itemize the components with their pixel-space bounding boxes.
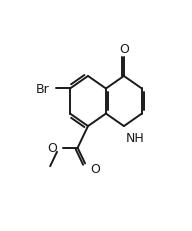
Text: Br: Br <box>36 83 50 96</box>
Text: O: O <box>90 162 100 175</box>
Text: O: O <box>47 142 57 155</box>
Text: NH: NH <box>126 131 145 144</box>
Text: O: O <box>119 43 129 56</box>
